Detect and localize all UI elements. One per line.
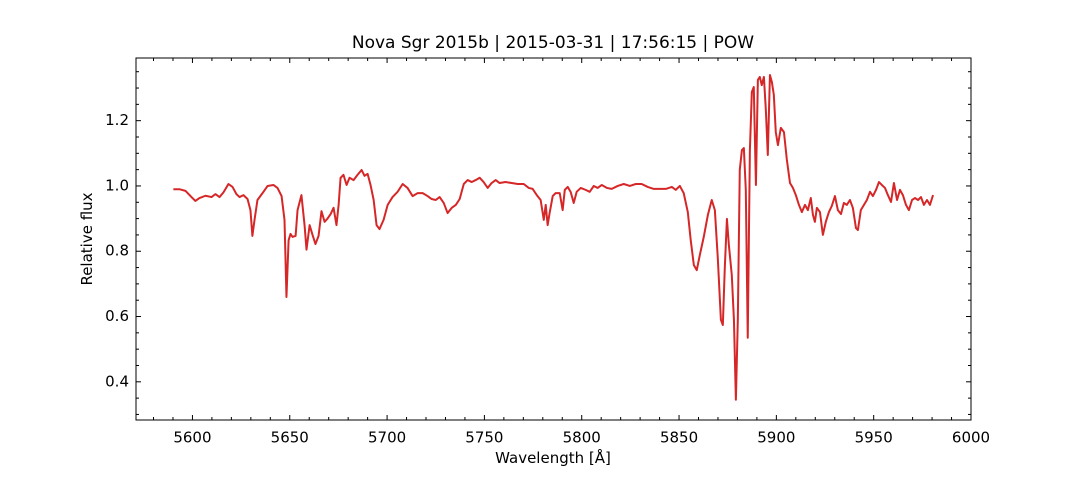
spectrum-line (173, 73, 935, 401)
y-tick-label: 0.6 (105, 307, 129, 325)
x-tick-label: 5650 (271, 429, 309, 447)
x-tick-label: 5950 (855, 429, 893, 447)
plot-frame (135, 57, 972, 421)
x-tick-label: 5750 (465, 429, 503, 447)
x-axis-label: Wavelength [Å] (495, 448, 611, 467)
x-tick-label: 5850 (660, 429, 698, 447)
y-axis-label: Relative flux (78, 192, 96, 285)
x-tick-label: 6000 (952, 429, 990, 447)
x-tick-label: 5900 (757, 429, 795, 447)
y-tick-label: 0.8 (105, 242, 129, 260)
y-tick-label: 0.4 (105, 372, 129, 390)
x-tick-label: 5600 (173, 429, 211, 447)
x-tick-label: 5700 (368, 429, 406, 447)
y-tick-label: 1.2 (105, 111, 129, 129)
chart-title: Nova Sgr 2015b | 2015-03-31 | 17:56:15 |… (352, 33, 754, 53)
x-tick-label: 5800 (563, 429, 601, 447)
y-tick-label: 1.0 (105, 176, 129, 194)
